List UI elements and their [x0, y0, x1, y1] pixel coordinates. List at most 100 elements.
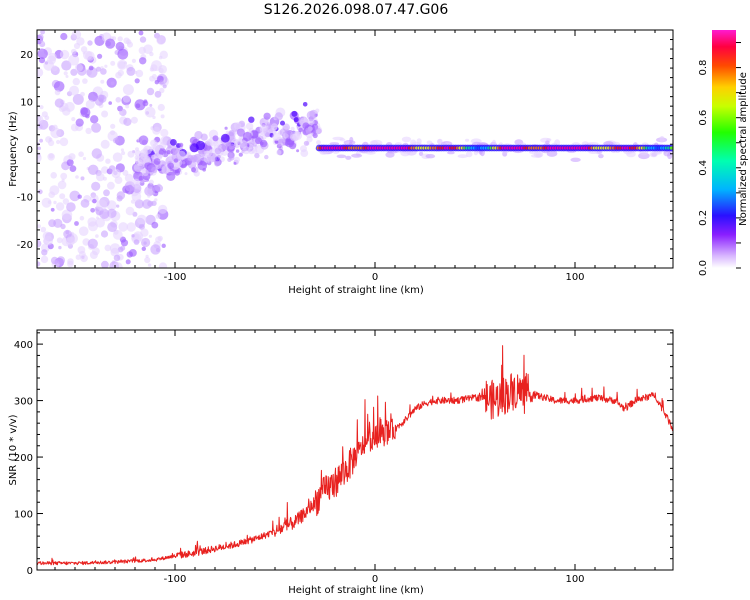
spectrogram-cell: [151, 166, 158, 174]
spectrogram-cell: [144, 106, 156, 118]
snr-y-tick-label: 300: [14, 397, 33, 408]
spectrogram-cell: [530, 154, 543, 158]
spectrogram-cell: [82, 156, 87, 161]
spectrogram-cell: [155, 236, 162, 243]
spectrogram-y-tick-label: 10: [20, 97, 33, 108]
spectrogram-cell: [126, 66, 136, 76]
colorbar-tick-label: 0.8: [698, 60, 709, 76]
spectrogram-cell: [248, 116, 255, 123]
spectrogram-cell: [142, 100, 149, 107]
spectrogram-cell: [160, 128, 169, 138]
spectrogram-cell: [141, 237, 151, 248]
spectrogram-cell: [546, 150, 558, 157]
spectrogram-cell: [114, 176, 123, 185]
spectrogram-cell: [125, 259, 131, 265]
spectrogram-cell: [127, 41, 133, 48]
snr-x-tick-label: 100: [565, 574, 584, 585]
spectrogram-cell: [139, 57, 147, 65]
spectrogram-cell: [58, 245, 62, 250]
spectrogram-cell: [118, 222, 128, 232]
spectrogram-cell: [159, 87, 165, 94]
spectrogram-cell: [167, 162, 174, 170]
spectrogram-cell: [217, 154, 221, 159]
spectrogram-cell: [154, 90, 162, 98]
spectrogram-cell: [50, 172, 57, 179]
spectrogram-cell: [64, 101, 75, 112]
spectrogram-cell: [134, 199, 144, 209]
spectrogram-cell: [233, 122, 242, 130]
spectrogram-cell: [116, 195, 123, 202]
spectrogram-y-tick-label: 20: [20, 50, 33, 61]
spectrogram-cell: [149, 75, 155, 82]
spectrogram-cell: [88, 65, 94, 71]
spectrogram-cell: [101, 260, 109, 268]
spectrogram-cell: [96, 199, 108, 211]
spectrogram-cell: [71, 30, 82, 40]
spectrogram-cell: [91, 122, 102, 133]
spectrogram-cell: [83, 50, 93, 60]
spectrogram-y-tick-label: -10: [17, 193, 33, 204]
spectrogram-cell: [75, 118, 84, 127]
spectrogram-cell: [113, 254, 121, 262]
spectrogram-cell: [91, 148, 103, 159]
spectrogram-cell: [72, 93, 84, 105]
spectrogram-cell: [245, 122, 254, 130]
spectrogram-cell: [156, 35, 166, 45]
spectrogram-cell: [385, 151, 395, 158]
spectrogram-cell: [52, 124, 58, 130]
spectrogram-cell: [227, 151, 233, 157]
spectrogram-cell: [125, 104, 130, 109]
spectrogram-cell: [176, 150, 186, 160]
spectrogram-cell: [149, 103, 153, 107]
spectrogram-cell: [56, 237, 63, 244]
spectrogram-cell: [124, 173, 134, 183]
spectrogram-cell: [59, 49, 70, 60]
spectrogram-cell: [133, 239, 140, 245]
spectrogram-cell: [202, 168, 206, 172]
spectrogram-x-tick-label: 100: [565, 272, 584, 283]
spectrogram-cell: [48, 137, 53, 142]
spectrogram-cell: [37, 189, 43, 195]
spectrogram-cell: [90, 115, 99, 124]
spectrogram-cell: [312, 129, 317, 134]
spectrogram-cell: [146, 87, 155, 96]
spectrogram-cell: [260, 139, 268, 148]
spectrogram-cell: [296, 149, 300, 153]
spectrogram-cell: [59, 137, 69, 147]
spectrogram-cell: [121, 151, 126, 156]
spectrogram-cell: [131, 58, 136, 64]
spectrogram-cell: [68, 54, 80, 66]
spectrogram-cell: [205, 139, 213, 146]
spectrogram-cell: [300, 149, 309, 158]
spectrogram-cell: [80, 199, 90, 208]
spectrogram-cell: [113, 137, 119, 144]
spectrogram-cell: [78, 151, 84, 157]
spectrogram-cell: [53, 200, 57, 205]
spectrogram-cell: [306, 136, 313, 143]
spectrogram-cell: [43, 60, 54, 71]
spectrogram-cell: [224, 126, 228, 130]
spectrogram-cell: [59, 193, 66, 200]
spectrogram-cell: [68, 153, 76, 161]
spectrogram-cell: [205, 150, 210, 155]
spectrogram-cell: [303, 140, 309, 146]
spectrogram-x-tick-label: -100: [164, 272, 187, 283]
spectrogram-cell: [143, 44, 153, 54]
spectrogram-cell: [102, 176, 107, 181]
spectrogram-cell: [110, 60, 116, 66]
spectrogram-cell: [136, 214, 147, 225]
spectrogram-cell: [135, 103, 141, 109]
spectrogram-cell: [115, 41, 125, 51]
spectrogram-cell: [61, 60, 72, 71]
spectrogram-cell: [37, 67, 44, 78]
spectrogram-cell: [465, 138, 470, 142]
spectrogram-cell: [71, 48, 77, 55]
spectrogram-cell: [263, 112, 271, 120]
spectrogram-cell: [91, 181, 101, 191]
spectrogram-cell: [191, 167, 196, 173]
spectrogram-cell: [147, 263, 152, 267]
spectrogram-cell: [148, 179, 154, 185]
spectrogram-cell: [598, 154, 604, 159]
spectrogram-cell: [298, 127, 303, 133]
spectrogram-cell: [159, 80, 164, 85]
